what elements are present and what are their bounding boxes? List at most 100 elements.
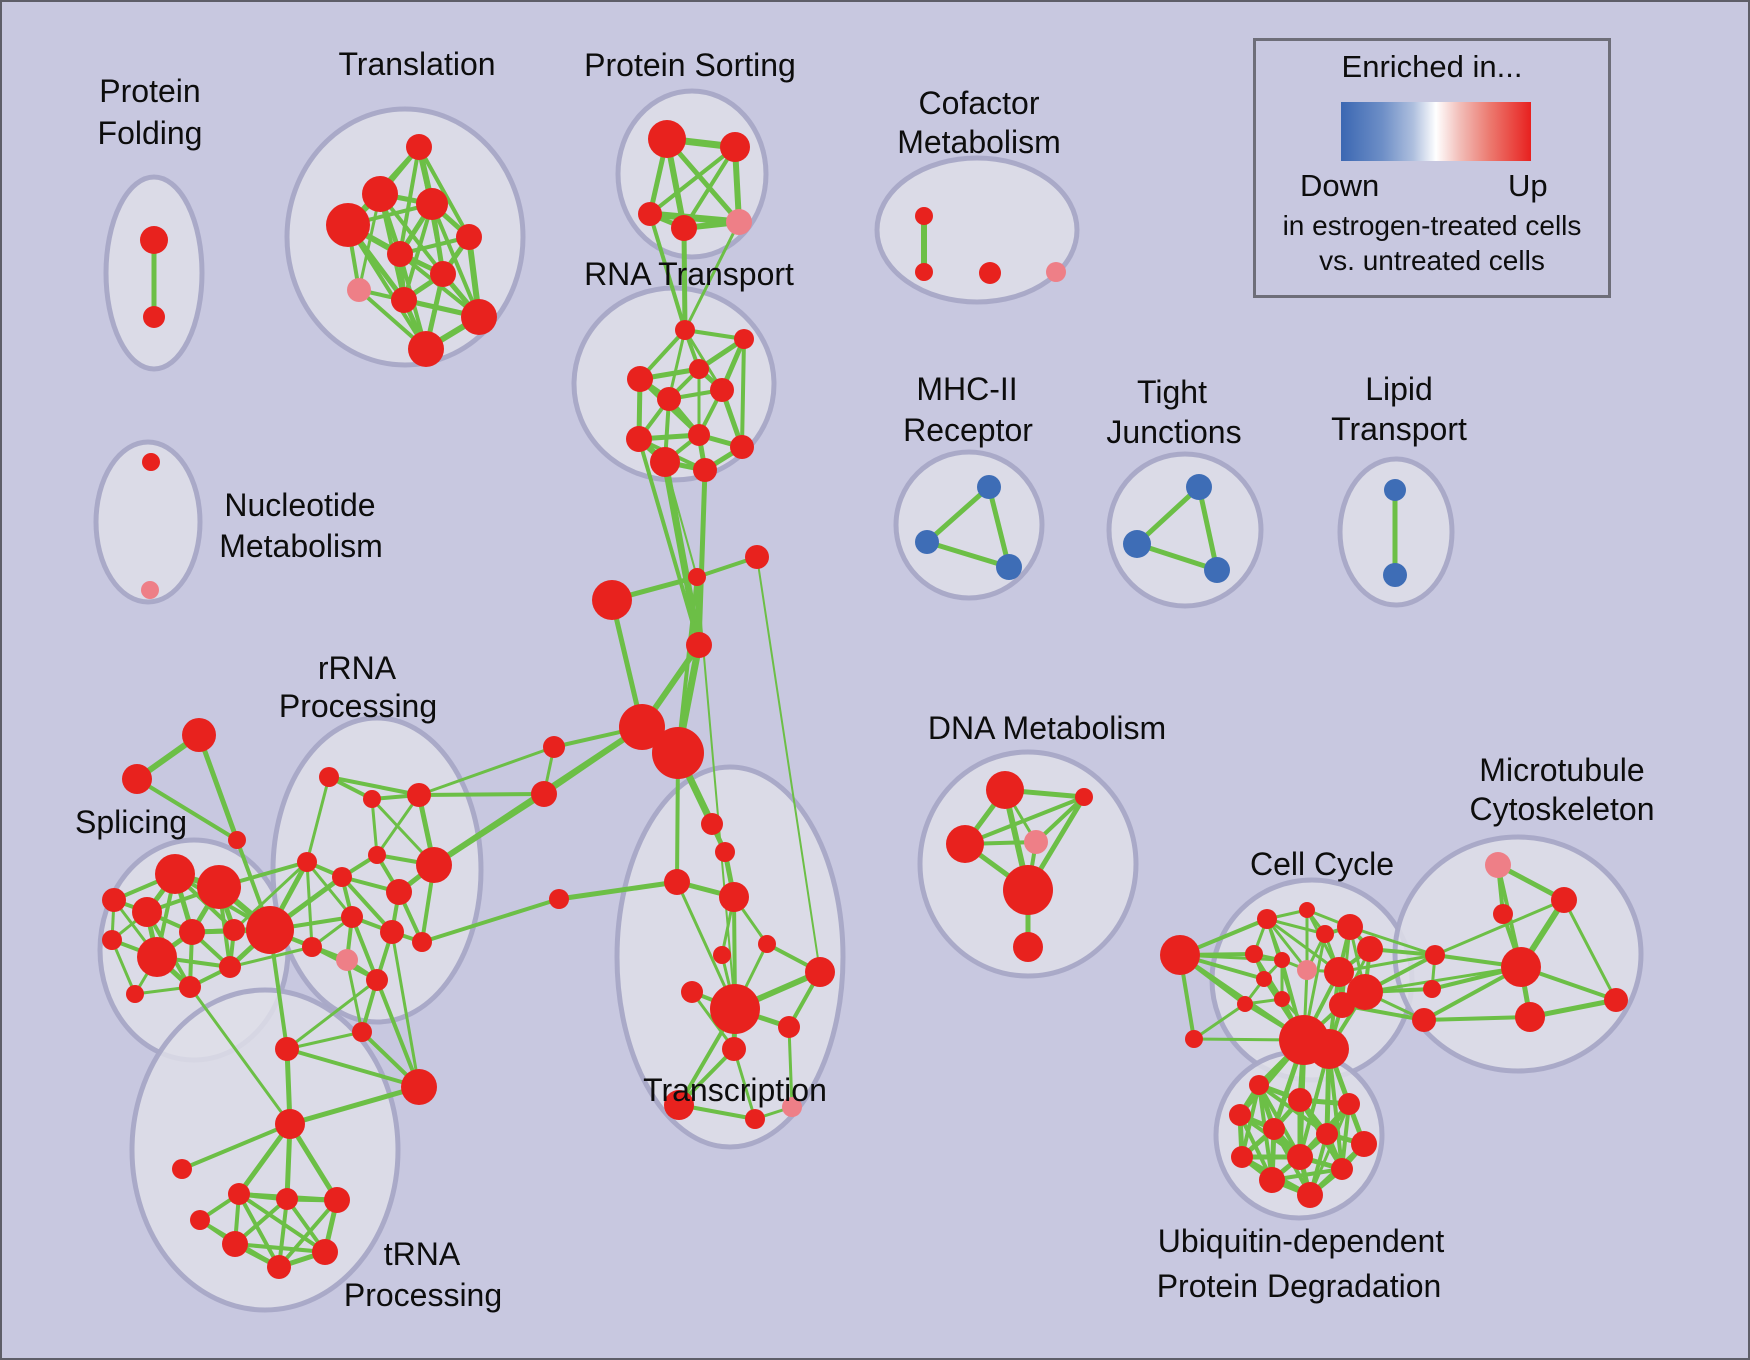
mhc-ii-receptor-edge-2 <box>924 539 1012 570</box>
rrna-processing-node-15 <box>352 1022 372 1042</box>
ubiquitin-degradation-edge-38 <box>1308 1102 1351 1197</box>
rna-transport-node-7 <box>688 424 710 446</box>
splicing-label-line-0: Splicing <box>75 804 187 840</box>
dna-metabolism-node-0 <box>986 771 1024 809</box>
trna-processing-edge-13 <box>237 1192 327 1254</box>
net-node-3 <box>592 580 632 620</box>
edge-link-28 <box>196 732 240 843</box>
mhc-ii-receptor-cluster-ellipse <box>893 449 1045 601</box>
nodes-layer <box>102 120 1628 1279</box>
tight-junctions-label-line-0: Tight <box>1137 374 1207 410</box>
cell-cycle-edge-4 <box>1265 917 1309 972</box>
edge-link-45 <box>188 985 292 1126</box>
translation-node-10 <box>408 331 444 367</box>
cell-cycle-node-9 <box>1256 971 1272 987</box>
rna-transport-node-2 <box>627 366 653 392</box>
legend-box: Enriched in... Down Up in estrogen-treat… <box>1253 38 1611 298</box>
ubiquitin-degradation-node-2 <box>1338 1093 1360 1115</box>
ubiquitin-degradation-node-3 <box>1229 1104 1251 1126</box>
legend-down-label: Down <box>1300 168 1380 203</box>
transcription-node-5 <box>713 946 731 964</box>
translation-edge-29 <box>346 223 428 351</box>
ubiquitin-degradation-node-5 <box>1316 1123 1338 1145</box>
rrna-processing-edge-30 <box>390 930 421 1089</box>
net-node-1 <box>688 568 706 586</box>
rrna-processing-edge-23 <box>305 775 331 864</box>
mhc-ii-receptor-node-0 <box>977 475 1001 499</box>
nucleotide-metabolism-node-1 <box>141 581 159 599</box>
net-node-17 <box>1412 1008 1436 1032</box>
trna-processing-label-line-1: Processing <box>344 1277 502 1313</box>
edge-link-6 <box>664 461 698 578</box>
ubiquitin-degradation-node-4 <box>1263 1118 1285 1140</box>
net-node-13 <box>1160 935 1200 975</box>
edge-link-66 <box>1422 1015 1532 1022</box>
ubiquitin-degradation-node-10 <box>1331 1158 1353 1180</box>
nucleotide-metabolism-label-line-0: Nucleotide <box>224 487 375 523</box>
protein-folding-node-0 <box>140 226 168 254</box>
mhc-ii-receptor-node-1 <box>915 530 939 554</box>
tight-junctions-node-0 <box>1186 474 1212 500</box>
trna-processing-node-6 <box>312 1239 338 1265</box>
nucleotide-metabolism-cluster-ellipse <box>93 439 203 605</box>
splicing-node-11 <box>126 985 144 1003</box>
rrna-processing-node-1 <box>363 790 381 808</box>
translation-node-8 <box>391 287 417 313</box>
tight-junctions-edge-1 <box>1196 484 1220 573</box>
net-node-9 <box>182 718 216 752</box>
rrna-processing-node-14 <box>412 932 432 952</box>
edge-link-21 <box>556 879 680 902</box>
edge-link-44 <box>287 1084 422 1127</box>
ubiquitin-degradation-node-9 <box>1259 1167 1285 1193</box>
rrna-processing-node-0 <box>319 767 339 787</box>
rna-transport-node-5 <box>657 387 681 411</box>
net-node-11 <box>228 831 246 849</box>
net-node-7 <box>619 704 665 750</box>
microtubule-cytoskeleton-label-line-0: Microtubule <box>1479 752 1644 788</box>
edge-link-37 <box>232 860 309 932</box>
edge-link-12 <box>676 575 699 755</box>
labels-layer: Protein Folding Translation Protein Sorting… <box>75 46 1655 1313</box>
edge-link-63 <box>1433 898 1566 957</box>
mhc-ii-receptor-label-line-1: Receptor <box>903 412 1033 448</box>
rna-transport-node-0 <box>675 320 695 340</box>
edge-link-42 <box>285 1030 364 1051</box>
ubiquitin-degradation-node-8 <box>1287 1144 1313 1170</box>
trna-processing-edge-0 <box>180 1122 292 1171</box>
splicing-node-3 <box>102 888 126 912</box>
trna-processing-edge-15 <box>277 1198 339 1269</box>
transcription-node-10 <box>722 1037 746 1061</box>
microtubule-cytoskeleton-label-line-1: Cytoskeleton <box>1470 791 1655 827</box>
rna-transport-node-4 <box>710 378 734 402</box>
ubiquitin-degradation-edge-39 <box>1240 1083 1261 1159</box>
edge-link-43 <box>285 978 379 1051</box>
trna-processing-node-4 <box>324 1187 350 1213</box>
net-node-5 <box>531 781 557 807</box>
ubiquitin-degradation-label-line-0: Ubiquitin-dependent <box>1158 1223 1445 1259</box>
microtubule-cytoskeleton-edge-8 <box>1562 898 1618 1002</box>
dna-metabolism-cluster-ellipse <box>917 749 1139 979</box>
rrna-processing-node-5 <box>368 846 386 864</box>
transcription-node-3 <box>719 882 749 912</box>
protein-sorting-node-4 <box>726 209 752 235</box>
rrna-processing-edge-31 <box>375 793 421 857</box>
cell-cycle-label-line-0: Cell Cycle <box>1250 846 1394 882</box>
transcription-node-9 <box>778 1016 800 1038</box>
cofactor-metabolism-node-2 <box>979 262 1001 284</box>
trna-processing-node-7 <box>267 1255 291 1279</box>
cell-cycle-node-4 <box>1357 936 1383 962</box>
cell-cycle-node-0 <box>1257 909 1277 929</box>
trna-processing-node-1 <box>172 1159 192 1179</box>
rrna-processing-edge-34 <box>345 958 364 1034</box>
translation-node-6 <box>430 261 456 287</box>
ubiquitin-degradation-node-0 <box>1249 1075 1269 1095</box>
tight-junctions-cluster-ellipse <box>1106 451 1264 609</box>
splicing-node-8 <box>179 976 201 998</box>
rrna-processing-edge-4 <box>370 797 379 857</box>
edge-link-20 <box>417 745 556 797</box>
edge-link-0 <box>648 212 687 332</box>
translation-node-3 <box>416 188 448 220</box>
transcription-label-line-0: Transcription <box>643 1072 827 1108</box>
splicing-node-7 <box>102 930 122 950</box>
cell-cycle-node-11 <box>1237 996 1253 1012</box>
